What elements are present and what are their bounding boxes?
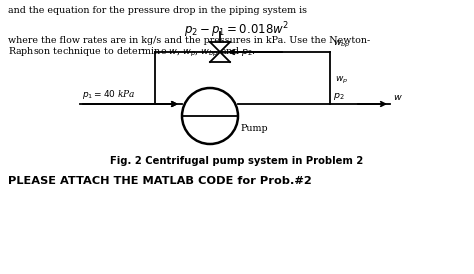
Text: where the flow rates are in kg/s and the pressures in kPa. Use the Newton-: where the flow rates are in kg/s and the… <box>8 36 370 45</box>
Text: Raphson technique to determine $w$, $w_p$, $w_{bp}$ and $p_2$.: Raphson technique to determine $w$, $w_p… <box>8 46 256 59</box>
Text: $p_2 - p_1 = 0.018w^2$: $p_2 - p_1 = 0.018w^2$ <box>184 20 290 40</box>
Text: Pump: Pump <box>241 124 269 133</box>
Text: PLEASE ATTACH THE MATLAB CODE for Prob.#2: PLEASE ATTACH THE MATLAB CODE for Prob.#… <box>8 176 312 186</box>
Text: $w_{bp}$: $w_{bp}$ <box>333 39 350 50</box>
Text: $w$: $w$ <box>393 93 403 102</box>
Text: Fig. 2 Centrifugal pump system in Problem 2: Fig. 2 Centrifugal pump system in Proble… <box>110 156 364 166</box>
Text: $w_p$: $w_p$ <box>335 75 348 86</box>
Text: and the equation for the pressure drop in the piping system is: and the equation for the pressure drop i… <box>8 6 307 15</box>
Text: $p_1 = 40$ kPa: $p_1 = 40$ kPa <box>82 88 136 101</box>
Text: $p_2$: $p_2$ <box>333 91 345 102</box>
